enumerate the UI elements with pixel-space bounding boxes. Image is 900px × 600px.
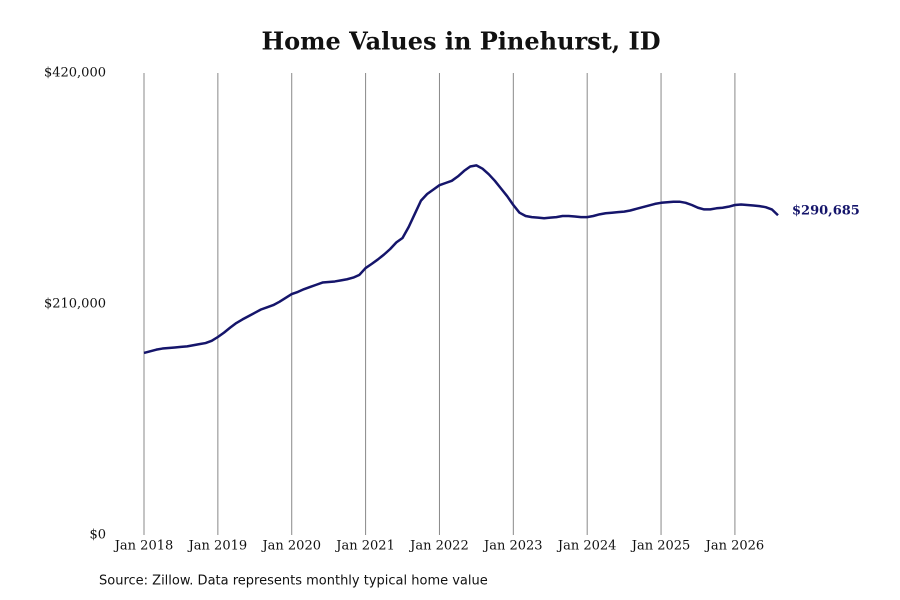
x-tick-label: Jan 2024 [556,539,617,554]
chart-title: Home Values in Pinehurst, ID [261,27,660,56]
y-tick-label: $0 [89,528,106,543]
y-tick-label: $210,000 [44,297,106,312]
x-tick-label: Jan 2020 [260,539,321,554]
x-tick-label: Jan 2026 [704,539,765,554]
x-tick-label: Jan 2018 [113,539,174,554]
x-tick-label: Jan 2021 [334,539,395,554]
line-series [143,164,779,355]
x-tick-label: Jan 2025 [630,539,691,554]
value-label: $290,685 [792,204,860,219]
y-tick-label: $420,000 [44,66,106,81]
x-tick-label: Jan 2019 [187,539,248,554]
source-note: Source: Zillow. Data represents monthly … [99,574,488,589]
x-tick-label: Jan 2022 [408,539,469,554]
x-tick-label: Jan 2023 [482,539,543,554]
